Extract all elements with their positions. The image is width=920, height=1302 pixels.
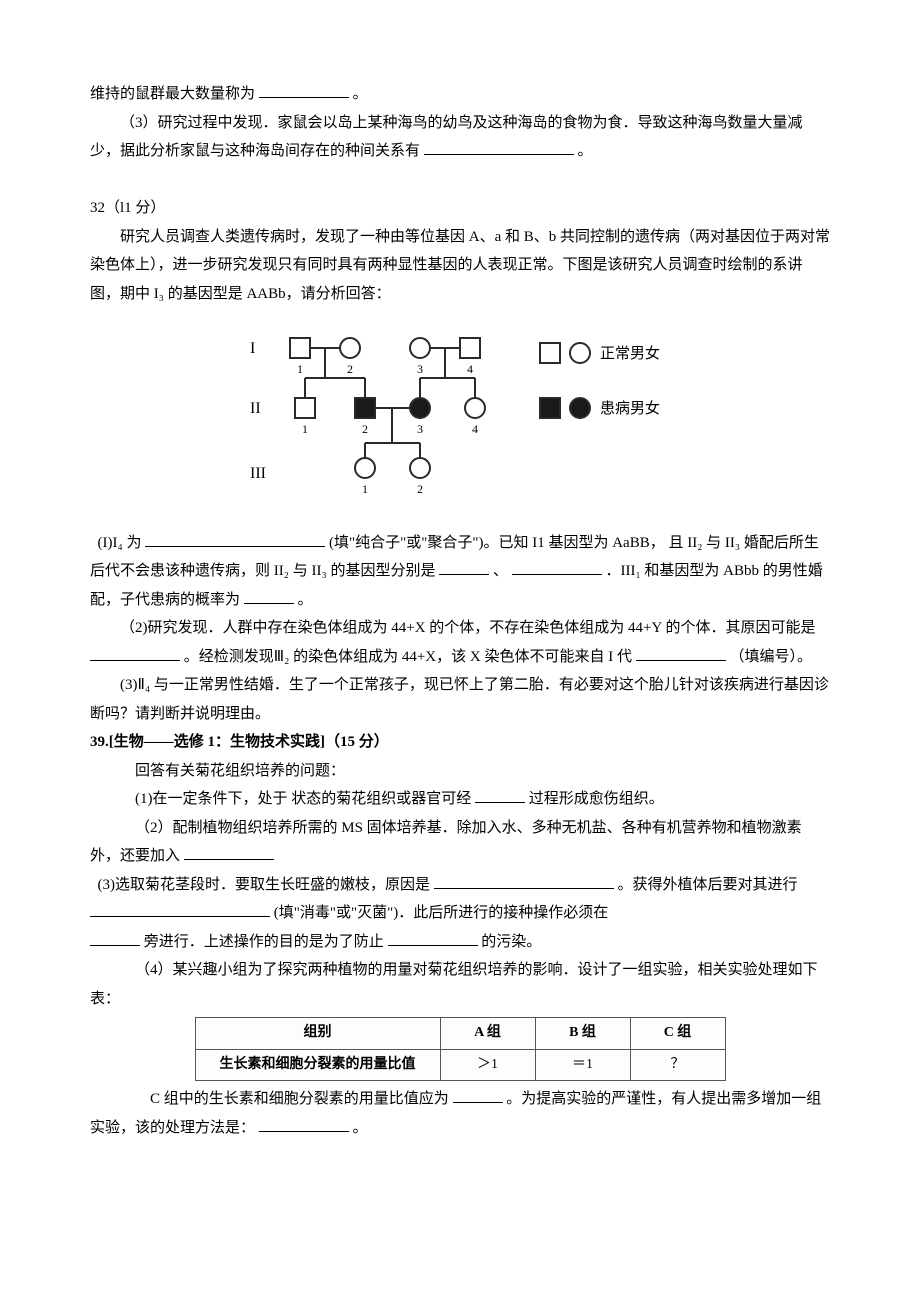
- td: ？: [630, 1049, 725, 1081]
- num: 2: [347, 362, 353, 376]
- row-label-1: I: [250, 340, 255, 357]
- q39-header: 39.[生物——选修 1：生物技术实践]（15 分）: [90, 728, 830, 757]
- table-row-header: 组别 A 组 B 组 C 组: [195, 1018, 725, 1050]
- male: [295, 398, 315, 418]
- text: （填编号）。: [729, 649, 812, 665]
- table-row: 生长素和细胞分裂素的用量比值 ＞1 ＝1 ？: [195, 1049, 725, 1081]
- q32-sub1: (I)I₄ 为 (填"纯合子"或"聚合子")。已知 I1 基因型为 AaBB， …: [90, 529, 830, 615]
- row-label-3: III: [250, 465, 266, 482]
- num: 1: [297, 362, 303, 376]
- female: [410, 338, 430, 358]
- q39-sub4-tail: C 组中的生长素和细胞分裂素的用量比值应为 。为提高实验的严谨性，有人提出需多增…: [90, 1085, 830, 1142]
- experiment-table: 组别 A 组 B 组 C 组 生长素和细胞分裂素的用量比值 ＞1 ＝1 ？: [195, 1017, 726, 1081]
- female: [410, 458, 430, 478]
- legend-female: [570, 343, 590, 363]
- num: 3: [417, 422, 423, 436]
- text: （2)研究发现．人群中存在染色体组成为 44+X 的个体，不存在染色体组成为 4…: [120, 620, 816, 636]
- text: (3)选取菊花茎段时．要取生长旺盛的嫩枝，原因是: [98, 877, 434, 893]
- num: 2: [362, 422, 368, 436]
- text: 、: [493, 563, 508, 579]
- female: [465, 398, 485, 418]
- num: 2: [417, 482, 423, 496]
- row-label-2: II: [250, 400, 261, 417]
- text: (1)在一定条件下，处于 状态的菊花组织或器官可经: [135, 791, 471, 807]
- text: 过程形成愈伤组织。: [529, 791, 664, 807]
- blank: [145, 531, 325, 547]
- text: 。: [298, 592, 313, 608]
- text: 。: [353, 1120, 368, 1136]
- q39-sub3: (3)选取菊花茎段时．要取生长旺盛的嫩枝，原因是 。获得外植体后要对其进行 (填…: [90, 871, 830, 957]
- th: A 组: [440, 1018, 535, 1050]
- text: 。: [578, 143, 593, 159]
- q39-intro: 回答有关菊花组织培养的问题：: [90, 757, 830, 786]
- legend-male-affected: [540, 398, 560, 418]
- blank: [439, 559, 489, 575]
- blank: [388, 930, 478, 946]
- td: ＞1: [440, 1049, 535, 1081]
- male: [290, 338, 310, 358]
- male: [460, 338, 480, 358]
- blank: [244, 588, 294, 604]
- q32-header: 32（l1 分）: [90, 194, 830, 223]
- question-previous-fragment: 维持的鼠群最大数量称为 。: [90, 80, 830, 109]
- blank: [475, 787, 525, 803]
- legend-male: [540, 343, 560, 363]
- q32-sub2: （2)研究发现．人群中存在染色体组成为 44+X 的个体，不存在染色体组成为 4…: [90, 614, 830, 671]
- blank: [424, 139, 574, 155]
- text: 旁进行．上述操作的目的是为了防止: [144, 934, 384, 950]
- td: ＝1: [535, 1049, 630, 1081]
- blank: [259, 1116, 349, 1132]
- female-affected: [410, 398, 430, 418]
- text: 的污染。: [481, 934, 541, 950]
- q39-sub1: (1)在一定条件下，处于 状态的菊花组织或器官可经 过程形成愈伤组织。: [90, 785, 830, 814]
- q39-sub4-text: （4）某兴趣小组为了探究两种植物的用量对菊花组织培养的影响．设计了一组实验，相关…: [90, 956, 830, 1013]
- text: (填"消毒"或"灭菌")．此后所进行的接种操作必须在: [274, 905, 609, 921]
- th: C 组: [630, 1018, 725, 1050]
- blank: [90, 930, 140, 946]
- legend-affected-text: 患病男女: [600, 399, 660, 417]
- td: 生长素和细胞分裂素的用量比值: [195, 1049, 440, 1081]
- blank: [434, 873, 614, 889]
- legend-normal-text: 正常男女: [600, 344, 660, 362]
- male-affected: [355, 398, 375, 418]
- female: [340, 338, 360, 358]
- blank: [636, 645, 726, 661]
- blank: [512, 559, 602, 575]
- q32-stem: 研究人员调查人类遗传病时，发现了一种由等位基因 A、a 和 B、b 共同控制的遗…: [90, 223, 830, 309]
- female: [355, 458, 375, 478]
- text: 。: [353, 86, 368, 102]
- text: 维持的鼠群最大数量称为: [90, 86, 255, 102]
- num: 3: [417, 362, 423, 376]
- q39-sub2: （2）配制植物组织培养所需的 MS 固体培养基．除加入水、多种无机盐、各种有机营…: [90, 814, 830, 871]
- blank: [90, 645, 180, 661]
- pedigree-svg: I II III 1 2 3 4 1 2 3 4: [230, 318, 690, 508]
- num: 1: [302, 422, 308, 436]
- th: 组别: [195, 1018, 440, 1050]
- blank: [184, 844, 274, 860]
- num: 4: [472, 422, 478, 436]
- num: 4: [467, 362, 473, 376]
- pedigree-figure: I II III 1 2 3 4 1 2 3 4: [90, 318, 830, 519]
- text: C 组中的生长素和细胞分裂素的用量比值应为: [150, 1091, 449, 1107]
- text: 。经检测发现Ⅲ₂ 的染色体组成为 44+X，该 X 染色体不可能来自 I 代: [184, 649, 636, 665]
- question-previous-part3: （3）研究过程中发现．家鼠会以岛上某种海鸟的幼鸟及这种海岛的食物为食．导致这种海…: [90, 109, 830, 166]
- blank: [259, 82, 349, 98]
- num: 1: [362, 482, 368, 496]
- text: 。获得外植体后要对其进行: [618, 877, 798, 893]
- q32-sub3: (3)Ⅱ₄ 与一正常男性结婚．生了一个正常孩子，现已怀上了第二胎．有必要对这个胎…: [90, 671, 830, 728]
- legend-female-affected: [570, 398, 590, 418]
- blank: [90, 901, 270, 917]
- th: B 组: [535, 1018, 630, 1050]
- text: (I)I₄ 为: [98, 535, 142, 551]
- blank: [453, 1087, 503, 1103]
